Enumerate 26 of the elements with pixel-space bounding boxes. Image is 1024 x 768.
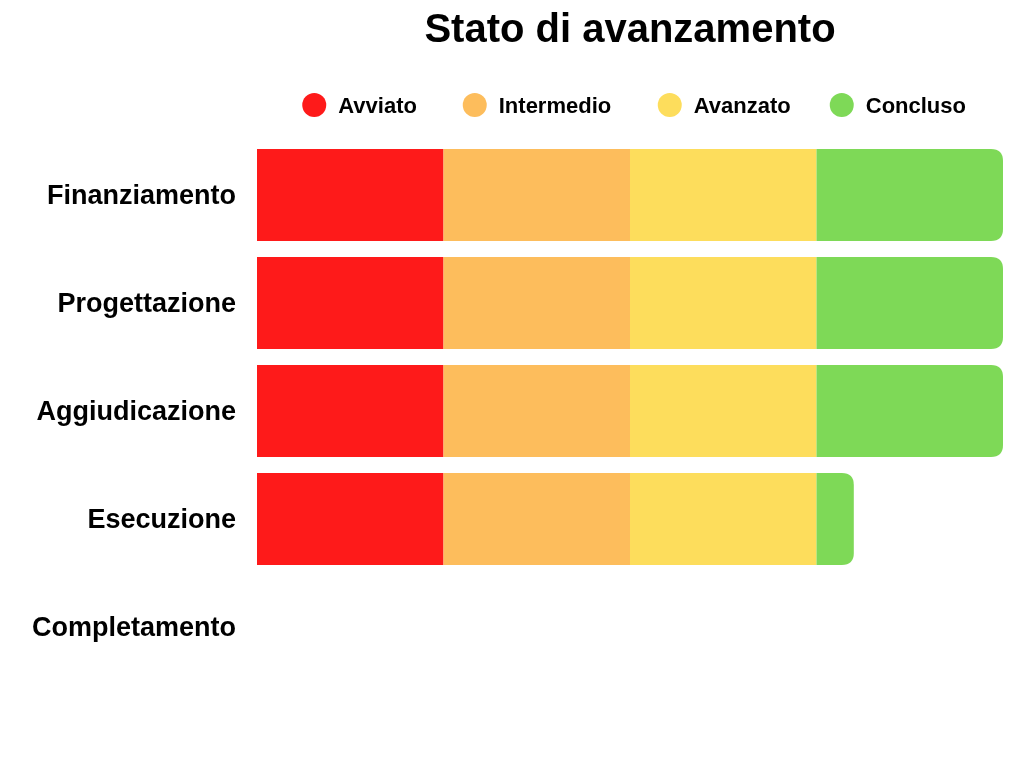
bar — [443, 365, 630, 457]
legend-label: Intermedio — [498, 92, 612, 118]
bar — [443, 257, 630, 349]
bar — [816, 149, 1003, 241]
bar — [816, 365, 1003, 457]
bar — [443, 149, 630, 241]
legend-label: Avanzato — [693, 92, 791, 118]
bar — [630, 473, 817, 565]
legend-label: Avviato — [338, 92, 417, 118]
y-tick-label: Esecuzione — [87, 504, 236, 534]
bar — [257, 365, 444, 457]
y-tick-label: Aggiudicazione — [36, 396, 236, 426]
bar — [630, 257, 817, 349]
bar — [816, 473, 854, 565]
bar — [816, 257, 1003, 349]
y-tick-label: Completamento — [31, 612, 236, 642]
bar — [257, 473, 444, 565]
bar — [257, 257, 444, 349]
y-tick-label: Finanziamento — [46, 180, 236, 210]
bar — [257, 149, 444, 241]
bar — [630, 365, 817, 457]
bar — [630, 149, 817, 241]
y-tick-label: Progettazione — [57, 288, 236, 318]
chart-title: Stato di avanzamento — [424, 6, 836, 50]
legend-label: Concluso — [865, 92, 966, 118]
bar — [443, 473, 630, 565]
